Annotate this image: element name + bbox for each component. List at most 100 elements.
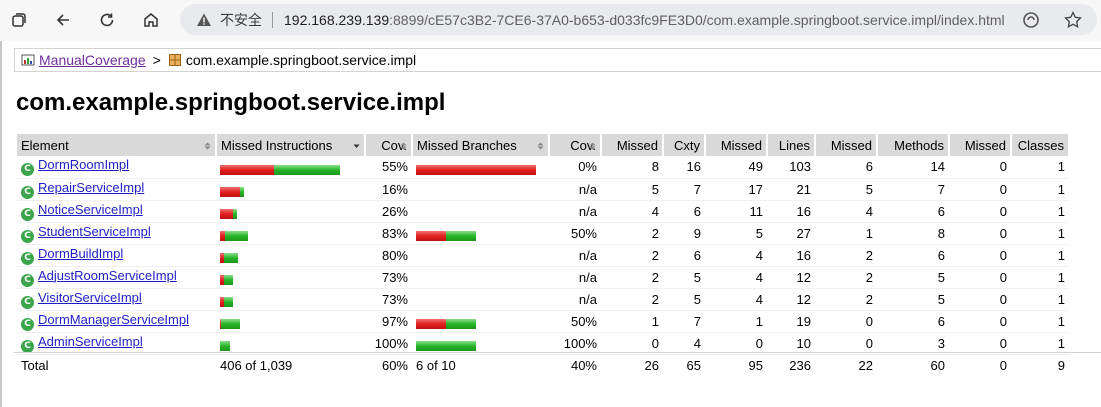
classes-missed-cell: 0	[949, 156, 1011, 179]
lines-cell: 21	[767, 178, 815, 201]
classes-missed-cell: 0	[949, 310, 1011, 333]
header-methods[interactable]: Methods	[877, 134, 950, 156]
branch-coverage-bar	[416, 317, 476, 330]
classes-missed-cell: 0	[949, 222, 1011, 245]
header-classes[interactable]: Classes	[1011, 134, 1070, 156]
class-link[interactable]: StudentServiceImpl	[38, 223, 151, 239]
class-link[interactable]: NoticeServiceImpl	[38, 201, 143, 217]
branch-bar-cell	[412, 310, 549, 333]
covered-bar-segment	[274, 164, 340, 175]
browser-toolbar: 不安全 192.168.239.139:8899/cE57c3B2-7CE6-3…	[0, 0, 1101, 41]
tabs-icon[interactable]	[4, 5, 34, 35]
class-link[interactable]: DormBuildImpl	[38, 245, 124, 261]
covered-bar-segment	[224, 253, 238, 264]
class-icon: C	[21, 185, 34, 199]
class-link[interactable]: AdjustRoomServiceImpl	[38, 267, 177, 283]
back-icon[interactable]	[48, 5, 78, 35]
methods-cell: 7	[877, 178, 949, 201]
element-cell: C AdjustRoomServiceImpl	[17, 266, 216, 289]
total-instr-cov: 60%	[365, 353, 412, 376]
branch-bar-cell	[412, 200, 549, 223]
classes-cell: 1	[1011, 310, 1069, 333]
sort-icon[interactable]	[537, 142, 544, 150]
favorite-star-icon[interactable]	[1063, 10, 1083, 30]
package-icon	[168, 54, 181, 66]
header-element[interactable]: Element	[17, 134, 217, 156]
methods-missed-cell: 6	[815, 156, 877, 179]
instr-bar-cell	[216, 310, 365, 333]
sort-desc-icon[interactable]	[353, 142, 360, 150]
class-link[interactable]: AdminServiceImpl	[38, 333, 143, 349]
report-icon	[21, 54, 35, 66]
table-row: C AdjustRoomServiceImpl 73% n/a 2 5 4 12 2 5 0 1	[17, 266, 1069, 289]
instr-cov-cell: 83%	[365, 222, 412, 245]
header-methods-missed[interactable]: Missed	[815, 134, 878, 156]
class-link[interactable]: DormRoomImpl	[38, 157, 130, 173]
methods-cell: 3	[877, 332, 949, 355]
missed-bar-segment	[220, 319, 221, 330]
class-link[interactable]: VisitorServiceImpl	[38, 289, 142, 305]
url-host: 192.168.239.139	[284, 11, 390, 28]
instr-bar-cell	[216, 266, 365, 289]
classes-missed-cell: 0	[949, 178, 1011, 201]
instr-cov-cell: 73%	[365, 288, 412, 311]
element-cell: C RepairServiceImpl	[17, 178, 216, 201]
total-classes-missed: 0	[949, 353, 1011, 376]
coverage-table: Element Missed Instructions Cov. Missed Bra…	[17, 134, 1070, 376]
header-missed-instructions[interactable]: Missed Instructions	[216, 134, 366, 156]
methods-missed-cell: 0	[815, 332, 877, 355]
methods-missed-cell: 5	[815, 178, 877, 201]
address-bar[interactable]: 不安全 192.168.239.139:8899/cE57c3B2-7CE6-3…	[180, 4, 1097, 35]
br-cov-cell: 0%	[549, 156, 601, 179]
read-aloud-icon[interactable]	[1021, 10, 1041, 30]
insecure-label[interactable]: 不安全	[220, 11, 262, 28]
header-cxty[interactable]: Cxty	[663, 134, 706, 156]
class-link[interactable]: DormManagerServiceImpl	[38, 311, 189, 327]
total-cxty: 65	[663, 353, 705, 376]
header-classes-missed[interactable]: Missed	[949, 134, 1012, 156]
total-label: Total	[17, 353, 216, 376]
cxty-missed-cell: 2	[601, 266, 663, 289]
element-cell: C VisitorServiceImpl	[17, 288, 216, 311]
element-cell: C DormManagerServiceImpl	[17, 310, 216, 333]
element-cell: C DormBuildImpl	[17, 244, 216, 267]
branch-coverage-bar	[416, 339, 476, 352]
methods-cell: 6	[877, 200, 949, 223]
sort-icon[interactable]	[589, 142, 596, 150]
lines-missed-cell: 0	[705, 332, 767, 355]
covered-bar-segment	[224, 275, 233, 286]
methods-missed-cell: 4	[815, 200, 877, 223]
header-br-cov[interactable]: Cov.	[549, 134, 602, 156]
methods-missed-cell: 0	[815, 310, 877, 333]
sort-icon[interactable]	[400, 142, 407, 150]
page-divider	[14, 352, 1101, 353]
url-path: :8899/cE57c3B2-7CE6-37A0-b653-d033fc9FE3…	[389, 11, 1005, 28]
br-cov-cell: n/a	[549, 288, 601, 311]
refresh-icon[interactable]	[92, 5, 122, 35]
cxty-missed-cell: 2	[601, 244, 663, 267]
table-row: C StudentServiceImpl 83% 50% 2 9 5 27 1 8 0 1	[17, 222, 1069, 245]
table-total-row: Total 406 of 1,039 60% 6 of 10 40% 26 65…	[17, 353, 1069, 376]
home-icon[interactable]	[136, 5, 166, 35]
cxty-cell: 6	[663, 244, 705, 267]
url-text[interactable]: 192.168.239.139:8899/cE57c3B2-7CE6-37A0-…	[284, 12, 1005, 28]
table-row: C NoticeServiceImpl 26% n/a 4 6 11 16 4 6 0 1	[17, 200, 1069, 223]
warning-icon[interactable]	[196, 12, 212, 28]
instr-coverage-bar	[220, 251, 238, 264]
class-link[interactable]: RepairServiceImpl	[38, 179, 145, 195]
cxty-missed-cell: 0	[601, 332, 663, 355]
br-cov-cell: 50%	[549, 222, 601, 245]
covered-bar-segment	[446, 231, 476, 242]
header-cxty-missed[interactable]: Missed	[601, 134, 664, 156]
cxty-missed-cell: 5	[601, 178, 663, 201]
sort-icon[interactable]	[204, 142, 211, 150]
header-lines[interactable]: Lines	[767, 134, 816, 156]
header-instr-cov[interactable]: Cov.	[365, 134, 413, 156]
lines-cell: 103	[767, 156, 815, 179]
header-lines-missed[interactable]: Missed	[705, 134, 768, 156]
total-instructions: 406 of 1,039	[216, 353, 365, 376]
methods-cell: 14	[877, 156, 949, 179]
breadcrumb-root-link[interactable]: ManualCoverage	[39, 52, 146, 68]
header-missed-branches[interactable]: Missed Branches	[412, 134, 550, 156]
covered-bar-segment	[225, 231, 248, 242]
